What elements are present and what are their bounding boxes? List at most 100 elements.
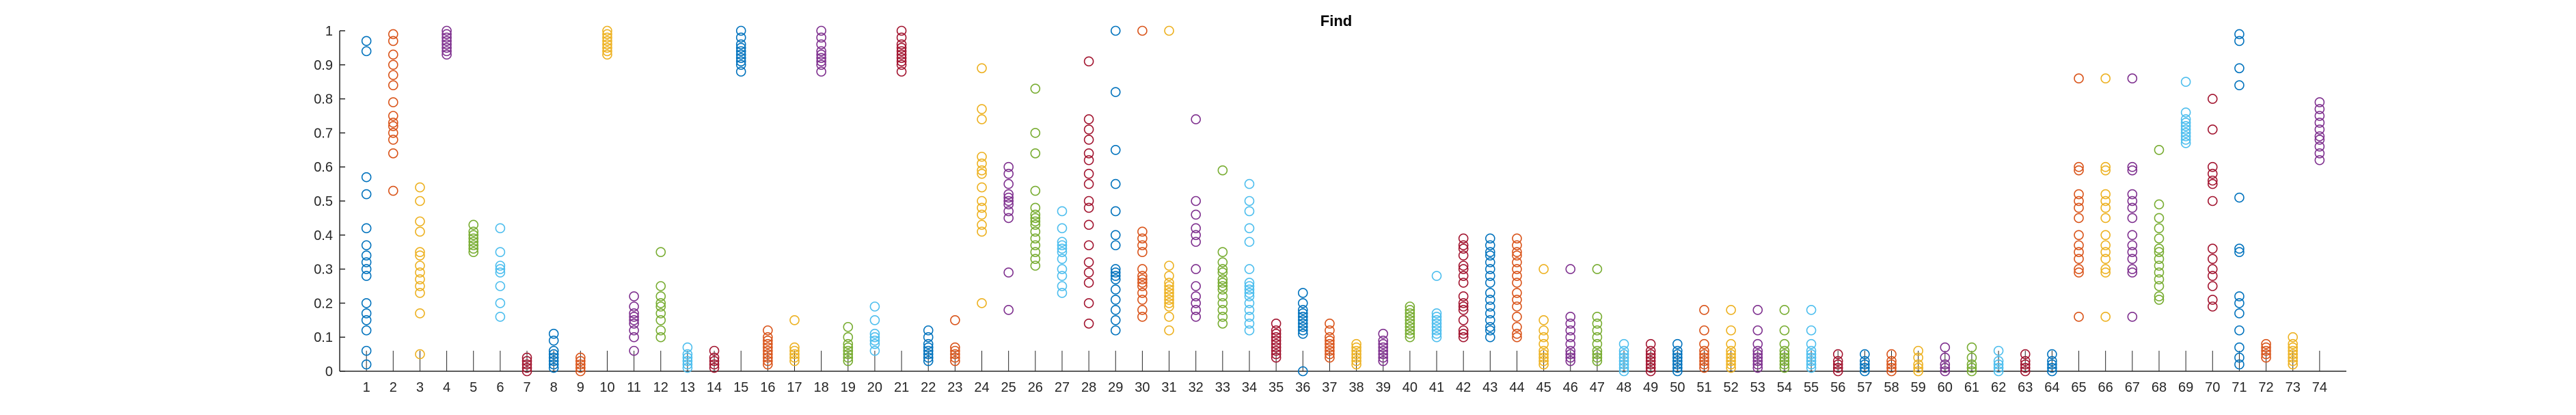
data-point <box>709 359 720 370</box>
data-point <box>1485 288 1495 298</box>
data-point <box>843 352 854 363</box>
x-tick-label: 59 <box>1911 380 1926 395</box>
data-point <box>575 366 586 377</box>
data-point <box>361 172 372 183</box>
data-point <box>629 325 639 336</box>
data-point <box>1538 359 1549 370</box>
data-point <box>2100 247 2111 258</box>
data-point <box>1512 312 1522 322</box>
data-point <box>977 209 987 220</box>
data-point <box>2207 161 2218 172</box>
data-point <box>763 349 773 360</box>
data-point <box>2234 342 2245 353</box>
data-point <box>869 335 880 346</box>
data-point <box>789 349 800 360</box>
data-point <box>1297 308 1308 319</box>
data-point <box>388 118 398 128</box>
x-tick-label: 29 <box>1108 380 1123 395</box>
x-tick-label: 25 <box>1001 380 1016 395</box>
data-point <box>655 291 666 302</box>
data-point <box>1860 362 1870 373</box>
y-tick-label: 0.4 <box>314 228 333 243</box>
data-point <box>1645 349 1656 360</box>
data-point <box>1913 352 1923 363</box>
data-point <box>548 352 559 363</box>
data-point <box>1057 237 1068 247</box>
data-point <box>1003 196 1014 206</box>
data-point <box>1110 325 1121 336</box>
data-point <box>1030 209 1041 220</box>
data-point <box>1405 325 1415 336</box>
data-point <box>1003 189 1014 200</box>
data-point <box>575 352 586 363</box>
data-point <box>1940 366 1951 377</box>
data-point <box>1672 366 1683 377</box>
data-point <box>1806 338 1817 349</box>
data-point <box>843 342 854 353</box>
data-point <box>816 32 826 43</box>
data-point <box>896 66 907 77</box>
data-point <box>1057 288 1068 298</box>
x-tick-label: 5 <box>470 380 477 395</box>
data-point <box>388 80 398 90</box>
data-point <box>843 345 854 356</box>
data-point <box>1538 345 1549 356</box>
data-point <box>655 308 666 319</box>
data-point <box>1458 233 1469 244</box>
x-tick-label: 43 <box>1482 380 1497 395</box>
data-point <box>709 362 720 373</box>
data-point <box>1405 305 1415 315</box>
data-point <box>763 342 773 353</box>
data-point <box>1083 267 1094 278</box>
x-tick-label: 38 <box>1348 380 1364 395</box>
data-point <box>548 362 559 373</box>
data-point <box>1110 314 1121 325</box>
data-point <box>682 349 693 360</box>
data-point <box>361 345 372 356</box>
data-point <box>1351 342 1361 353</box>
data-point <box>1057 254 1068 264</box>
data-point <box>2207 264 2218 274</box>
data-point <box>896 49 907 60</box>
data-point <box>1271 318 1282 329</box>
data-point <box>1030 254 1041 264</box>
data-point <box>2100 196 2111 206</box>
data-point <box>2100 161 2111 172</box>
data-point <box>1110 274 1121 284</box>
data-point <box>1137 25 1148 36</box>
data-point <box>1592 345 1603 356</box>
data-point <box>1592 356 1603 366</box>
x-tick-label: 31 <box>1161 380 1176 395</box>
x-tick-label: 69 <box>2178 380 2193 395</box>
data-point <box>1913 362 1923 373</box>
data-point <box>1164 325 1174 336</box>
data-point <box>2207 295 2218 305</box>
data-point <box>1699 338 1709 349</box>
data-point <box>1191 312 1201 322</box>
x-tick-label: 20 <box>867 380 882 395</box>
data-point <box>1966 359 1977 370</box>
data-point <box>2074 264 2084 274</box>
data-point <box>1752 359 1763 370</box>
data-point <box>789 352 800 363</box>
data-point <box>1485 257 1495 267</box>
data-point <box>1779 356 1790 366</box>
data-point <box>1405 314 1415 325</box>
data-point <box>1592 338 1603 349</box>
data-point <box>2234 291 2245 302</box>
x-tick-label: 60 <box>1938 380 1953 395</box>
data-point <box>2314 142 2325 152</box>
data-point <box>1325 352 1335 363</box>
data-point <box>682 352 693 363</box>
data-point <box>843 338 854 349</box>
x-tick-label: 15 <box>733 380 748 395</box>
data-point <box>2234 63 2245 74</box>
data-point <box>1779 352 1790 363</box>
data-point <box>1832 362 1843 373</box>
data-point <box>709 356 720 366</box>
data-point <box>2261 349 2271 360</box>
data-point <box>843 356 854 366</box>
data-point <box>655 325 666 336</box>
data-point <box>1618 345 1629 356</box>
data-point <box>602 32 612 43</box>
